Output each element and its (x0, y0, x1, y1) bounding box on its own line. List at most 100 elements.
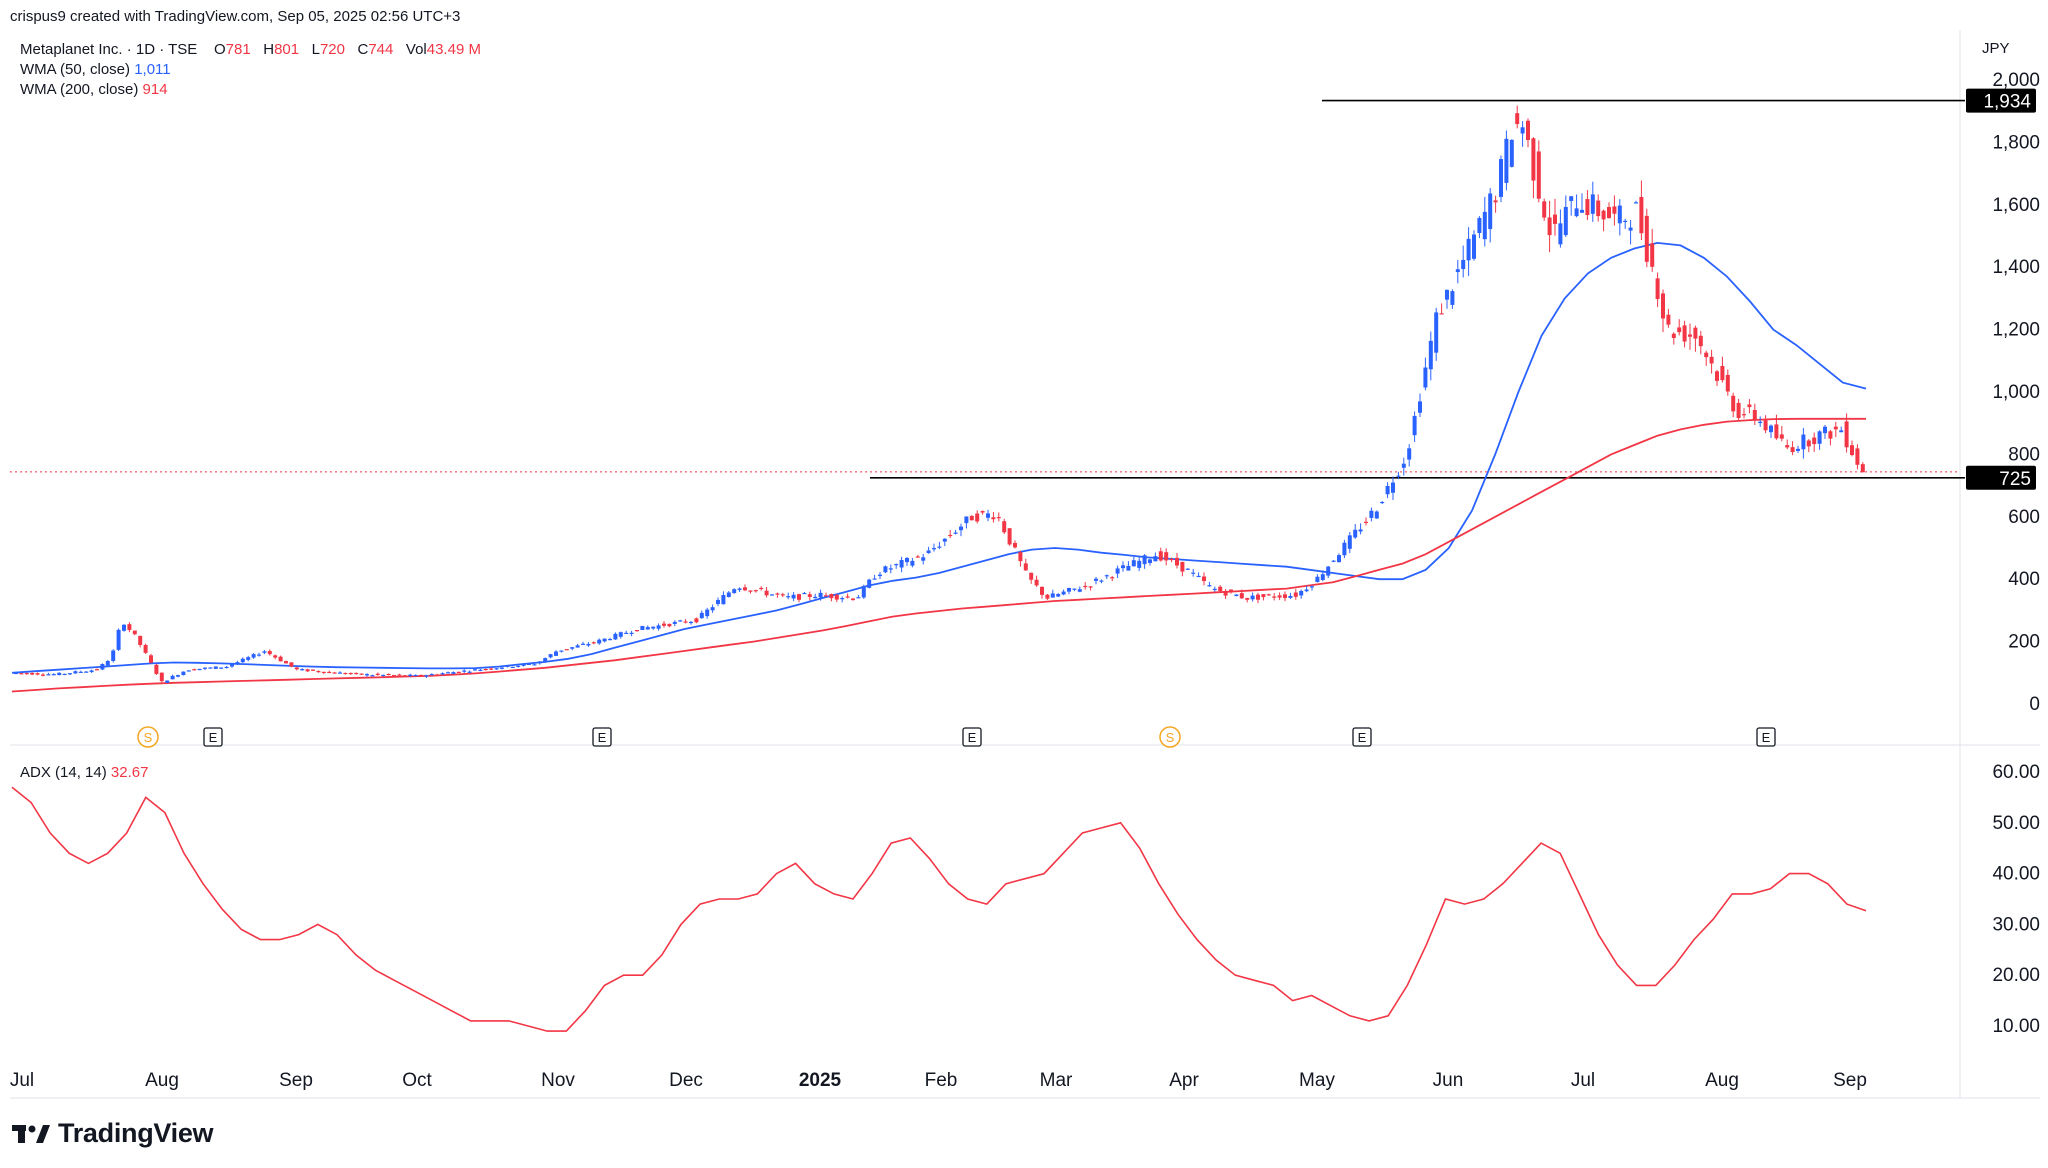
candle-body (1353, 529, 1358, 538)
candle-body (219, 667, 224, 669)
candle-body (95, 669, 99, 671)
candle-body (629, 632, 634, 634)
candle-body (381, 674, 386, 677)
candle-body (1650, 243, 1655, 267)
candle-body (1553, 214, 1557, 224)
candle-body (996, 517, 1001, 519)
candle-body (672, 621, 677, 624)
time-tick-label: 2025 (799, 1070, 842, 1091)
candle-body (640, 625, 645, 630)
candle-body (521, 664, 526, 666)
candle-body (1796, 448, 1800, 451)
tradingview-logo[interactable]: TradingView (12, 1118, 214, 1149)
candle-body (678, 620, 683, 622)
candle-body (872, 578, 877, 580)
dividend-marker-icon (137, 726, 159, 748)
candle-body (716, 599, 720, 605)
candle-body (937, 546, 942, 548)
candle-body (1472, 234, 1476, 259)
candle-body (1526, 120, 1530, 140)
candle-body (1412, 415, 1417, 436)
candle-body (41, 674, 45, 676)
candle-body (68, 673, 72, 675)
earnings-marker-label: E (209, 730, 218, 745)
candle-body (192, 669, 197, 671)
candle-body (921, 557, 926, 561)
candle-body (1801, 434, 1806, 450)
candle-body (1634, 202, 1638, 204)
candle-body (1401, 463, 1406, 468)
adx-legend[interactable]: ADX (14, 14) 32.67 (20, 764, 148, 781)
adx-tick-label: 40.00 (1992, 864, 2040, 885)
candle-body (959, 526, 963, 531)
earnings-marker-icon (203, 727, 223, 747)
candle-body (1779, 434, 1784, 439)
candle-body (1088, 586, 1093, 588)
candle-body (1175, 557, 1179, 566)
candle-body (397, 674, 402, 676)
ohlc-l-value: 720 (319, 41, 345, 58)
price-tick-label: 1,400 (1992, 257, 2040, 278)
candle-body (213, 666, 218, 669)
candle-body (1256, 594, 1260, 600)
candle-body (732, 589, 737, 594)
candle-body (986, 513, 990, 518)
candle-body (824, 595, 828, 597)
candle-body (338, 672, 342, 674)
candle-body (1293, 592, 1298, 597)
candle-body (856, 597, 861, 599)
time-tick-label: Jun (1433, 1070, 1464, 1091)
candle-body (294, 667, 299, 670)
candle-body (1644, 215, 1649, 262)
candle-body (980, 511, 985, 513)
candle-body (1234, 594, 1239, 597)
candle-body (1364, 521, 1368, 524)
candle-body (478, 669, 483, 672)
price-label-text: 725 (1999, 469, 2031, 490)
candle-body (149, 655, 153, 663)
candle-body (1142, 555, 1147, 565)
candle-body (1612, 206, 1617, 214)
candle-body (1110, 577, 1115, 579)
candle-body (1677, 327, 1682, 333)
wma200-row[interactable]: WMA (200, close) 914 (20, 80, 481, 100)
candle-body (170, 675, 175, 680)
candle-body (1148, 559, 1152, 563)
wma200-line (11, 417, 1866, 693)
candle-body (408, 674, 413, 676)
candle-body (1342, 542, 1347, 556)
candle-body (473, 669, 477, 671)
symbol-row: Metaplanet Inc. · 1D · TSE O781 H801 L72… (20, 40, 481, 60)
candle-body (694, 618, 699, 623)
symbol-label[interactable]: Metaplanet Inc. · 1D · TSE (20, 41, 198, 58)
wma50-row[interactable]: WMA (50, close) 1,011 (20, 60, 481, 80)
candle-body (73, 671, 78, 674)
candle-body (780, 594, 785, 596)
candle-body (1250, 595, 1255, 600)
candle-body (624, 632, 629, 634)
candle-body (208, 667, 213, 669)
time-tick-label: Mar (1040, 1070, 1073, 1091)
candle-body (1461, 259, 1466, 270)
candle-body (1790, 447, 1795, 452)
wma50-label: WMA (50, close) (20, 61, 131, 78)
time-tick-label: Oct (402, 1070, 432, 1091)
candle-body (1072, 588, 1077, 590)
candle-body (230, 664, 234, 667)
candle-body (516, 665, 521, 667)
candle-body (51, 674, 56, 676)
candle-body (910, 560, 915, 566)
currency-label[interactable]: JPY (1982, 40, 2010, 57)
candle-body (656, 625, 661, 629)
ohlc-o-label: O (214, 41, 226, 58)
candle-body (1698, 335, 1703, 347)
candle-body (1040, 586, 1044, 595)
candle-body (1666, 314, 1671, 325)
candle-body (543, 658, 548, 663)
adx-tick-label: 30.00 (1992, 914, 2040, 935)
candle-body (348, 672, 353, 675)
candle-body (1758, 421, 1763, 424)
candle-body (440, 673, 445, 675)
price-tick-label: 800 (2008, 444, 2040, 465)
